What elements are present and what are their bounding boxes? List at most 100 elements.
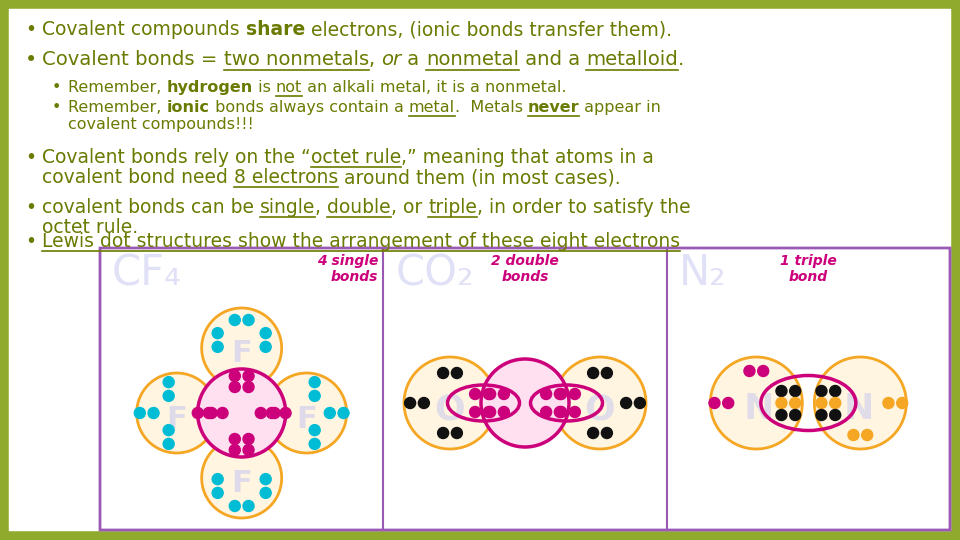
Circle shape bbox=[469, 407, 481, 417]
Circle shape bbox=[212, 341, 223, 353]
Text: nonmetal: nonmetal bbox=[425, 50, 518, 69]
Circle shape bbox=[816, 386, 827, 396]
Text: •: • bbox=[25, 232, 36, 251]
Circle shape bbox=[266, 408, 277, 418]
Text: triple: triple bbox=[428, 198, 477, 217]
Text: double: double bbox=[327, 198, 391, 217]
Circle shape bbox=[229, 314, 240, 326]
Circle shape bbox=[260, 341, 271, 353]
Circle shape bbox=[816, 397, 827, 408]
Text: F: F bbox=[231, 469, 252, 498]
FancyBboxPatch shape bbox=[100, 248, 950, 530]
Circle shape bbox=[260, 488, 271, 498]
Circle shape bbox=[848, 429, 859, 441]
Circle shape bbox=[776, 397, 787, 408]
Circle shape bbox=[556, 407, 566, 417]
Text: •: • bbox=[25, 50, 37, 70]
Text: C: C bbox=[228, 402, 254, 436]
Text: •: • bbox=[52, 100, 61, 115]
Text: F: F bbox=[297, 404, 317, 434]
Circle shape bbox=[217, 408, 228, 418]
Text: 8 electrons: 8 electrons bbox=[234, 168, 338, 187]
Circle shape bbox=[757, 366, 769, 376]
Circle shape bbox=[243, 434, 254, 444]
Circle shape bbox=[485, 407, 495, 417]
Text: ,” meaning that atoms in a: ,” meaning that atoms in a bbox=[401, 148, 654, 167]
Text: N: N bbox=[843, 392, 874, 426]
Circle shape bbox=[790, 409, 801, 421]
Circle shape bbox=[206, 408, 217, 418]
Circle shape bbox=[243, 381, 254, 393]
Text: Covalent bonds =: Covalent bonds = bbox=[42, 50, 224, 69]
Circle shape bbox=[269, 408, 280, 418]
Text: N₂: N₂ bbox=[679, 252, 727, 294]
Circle shape bbox=[148, 408, 159, 418]
Text: bonds always contain a: bonds always contain a bbox=[209, 100, 409, 115]
Text: ionic: ionic bbox=[166, 100, 209, 115]
Text: .  Metals: . Metals bbox=[455, 100, 528, 115]
Text: , or: , or bbox=[391, 198, 428, 217]
Text: covalent bond need: covalent bond need bbox=[42, 168, 234, 187]
Circle shape bbox=[309, 376, 321, 388]
Circle shape bbox=[588, 368, 599, 379]
Text: Covalent compounds: Covalent compounds bbox=[42, 20, 246, 39]
Text: ,: , bbox=[316, 198, 327, 217]
Circle shape bbox=[620, 397, 632, 408]
Circle shape bbox=[404, 397, 416, 408]
Text: Remember,: Remember, bbox=[68, 80, 166, 95]
Circle shape bbox=[451, 368, 463, 379]
Text: •: • bbox=[52, 80, 61, 95]
Circle shape bbox=[776, 386, 787, 396]
Text: a: a bbox=[401, 50, 425, 69]
Circle shape bbox=[404, 357, 496, 449]
Circle shape bbox=[438, 428, 448, 438]
Circle shape bbox=[744, 366, 755, 376]
Circle shape bbox=[255, 408, 266, 418]
Text: C: C bbox=[512, 392, 539, 426]
Text: appear in: appear in bbox=[580, 100, 661, 115]
Circle shape bbox=[243, 501, 254, 511]
Circle shape bbox=[324, 408, 335, 418]
Text: is: is bbox=[252, 80, 276, 95]
Circle shape bbox=[569, 407, 581, 417]
Circle shape bbox=[451, 428, 463, 438]
Circle shape bbox=[163, 376, 174, 388]
FancyBboxPatch shape bbox=[6, 6, 954, 534]
Circle shape bbox=[267, 373, 347, 453]
Circle shape bbox=[816, 409, 827, 421]
Circle shape bbox=[338, 408, 349, 418]
Text: covalent bonds can be: covalent bonds can be bbox=[42, 198, 260, 217]
Circle shape bbox=[192, 408, 204, 418]
Circle shape bbox=[485, 388, 495, 400]
Text: electrons, (ionic bonds transfer them).: electrons, (ionic bonds transfer them). bbox=[305, 20, 672, 39]
Circle shape bbox=[814, 357, 906, 449]
Circle shape bbox=[198, 369, 286, 457]
Text: never: never bbox=[528, 100, 580, 115]
Text: and a: and a bbox=[518, 50, 587, 69]
Circle shape bbox=[136, 373, 217, 453]
Text: or: or bbox=[381, 50, 401, 69]
Circle shape bbox=[419, 397, 429, 408]
Circle shape bbox=[569, 388, 581, 400]
Text: octet rule.: octet rule. bbox=[42, 218, 138, 237]
Circle shape bbox=[260, 328, 271, 339]
Text: •: • bbox=[25, 20, 36, 39]
Circle shape bbox=[229, 444, 240, 456]
Text: metal: metal bbox=[409, 100, 455, 115]
Circle shape bbox=[829, 386, 841, 396]
Text: F: F bbox=[231, 340, 252, 368]
Circle shape bbox=[601, 368, 612, 379]
Text: •: • bbox=[25, 148, 36, 167]
Text: octet rule: octet rule bbox=[311, 148, 401, 167]
Circle shape bbox=[710, 357, 803, 449]
Circle shape bbox=[280, 408, 291, 418]
Circle shape bbox=[498, 407, 510, 417]
Text: around them (in most cases).: around them (in most cases). bbox=[338, 168, 621, 187]
Text: ,: , bbox=[369, 50, 381, 69]
Text: an alkali metal, it is a nonmetal.: an alkali metal, it is a nonmetal. bbox=[302, 80, 566, 95]
Text: O: O bbox=[435, 392, 466, 426]
Circle shape bbox=[601, 428, 612, 438]
Circle shape bbox=[790, 397, 801, 408]
Circle shape bbox=[790, 386, 801, 396]
Circle shape bbox=[243, 444, 254, 456]
